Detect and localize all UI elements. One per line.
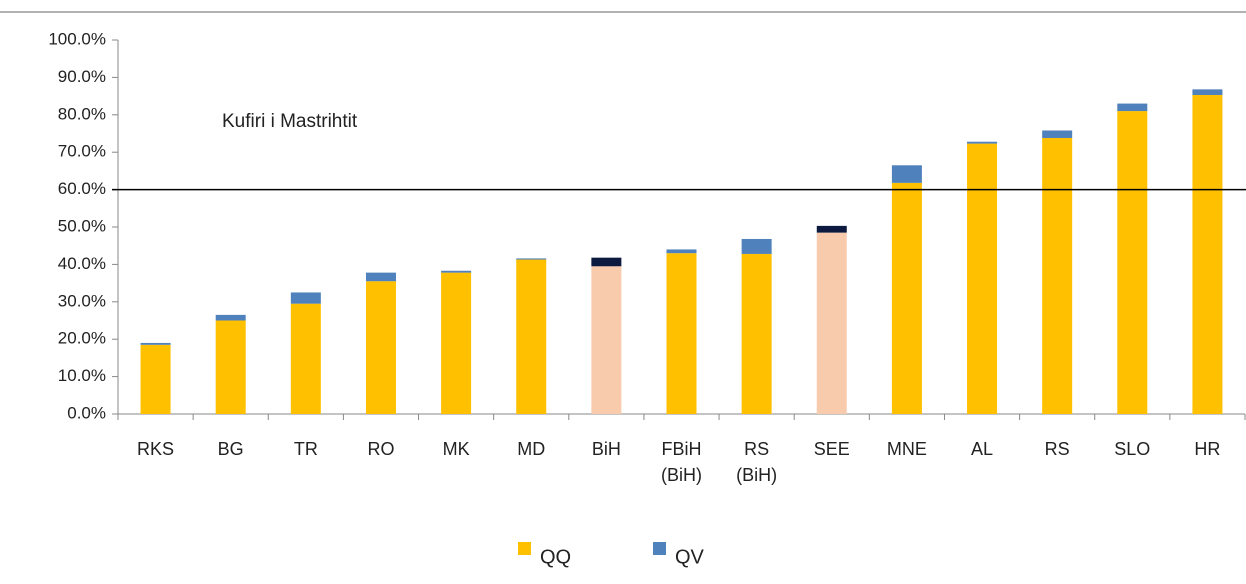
x-tick-label: FBiH (BiH) [661, 439, 702, 485]
bar-segment [591, 257, 622, 267]
x-tick-label: RS (BiH) [736, 439, 778, 485]
bar-segment [741, 253, 772, 414]
bar-segment [967, 141, 998, 144]
bar-segment [741, 238, 772, 254]
bar-segment [816, 225, 847, 233]
y-tick-label: 50.0% [58, 216, 106, 235]
y-tick-label: 0.0% [67, 403, 106, 422]
bar-segment [215, 314, 246, 321]
bar-segment [516, 259, 547, 414]
x-tick-label: RO [367, 439, 395, 459]
y-tick-label: 70.0% [58, 142, 106, 161]
bar-segment [1192, 94, 1223, 414]
legend-label: QQ [540, 546, 571, 568]
bar-segment [290, 303, 321, 414]
bar-segment [891, 165, 922, 183]
bar-segment [441, 270, 472, 273]
bar-segment [666, 249, 697, 254]
y-tick-label: 20.0% [58, 329, 106, 348]
x-tick-label: RKS [137, 439, 175, 459]
y-tick-label: 40.0% [58, 254, 106, 273]
x-tick-label: AL [971, 439, 994, 459]
bar-segment [441, 272, 472, 414]
legend-swatch [518, 542, 531, 555]
x-tick-label: TR [293, 439, 318, 459]
y-tick-label: 60.0% [58, 179, 106, 198]
bar-segment [140, 344, 171, 414]
x-tick-label: SLO [1114, 439, 1151, 459]
y-tick-label: 30.0% [58, 291, 106, 310]
x-tick-label: RS [1044, 439, 1070, 459]
y-tick-label: 90.0% [58, 67, 106, 86]
bar-segment [666, 253, 697, 414]
bar-segment [365, 272, 396, 282]
bar-segment [365, 281, 396, 414]
x-tick-label: HR [1194, 439, 1221, 459]
x-tick-label: SEE [813, 439, 850, 459]
x-tick-label: MD [517, 439, 546, 459]
x-tick-label: BiH [591, 439, 621, 459]
legend-label: QV [675, 546, 705, 568]
legend-swatch [653, 542, 666, 555]
x-tick-label: MNE [886, 439, 927, 459]
bar-segment [816, 232, 847, 414]
bar-segment [1192, 89, 1223, 95]
bar-segment [1042, 137, 1073, 414]
y-tick-label: 100.0% [48, 29, 106, 48]
bar-segment [1042, 130, 1073, 138]
bar-segment [215, 320, 246, 414]
bar-segment [591, 266, 622, 414]
bar-segment [140, 342, 171, 345]
annotation: Kufiri i Mastrihtit [222, 111, 358, 132]
bar-segment [1117, 103, 1148, 112]
x-tick-label: BG [217, 439, 244, 459]
x-tick-label: MK [442, 439, 470, 459]
bar-segment [516, 258, 547, 260]
bar-segment [967, 143, 998, 414]
y-tick-label: 10.0% [58, 366, 106, 385]
bar-segment [891, 182, 922, 414]
y-tick-label: 80.0% [58, 104, 106, 123]
bar-segment [290, 292, 321, 304]
bar-segment [1117, 111, 1148, 414]
